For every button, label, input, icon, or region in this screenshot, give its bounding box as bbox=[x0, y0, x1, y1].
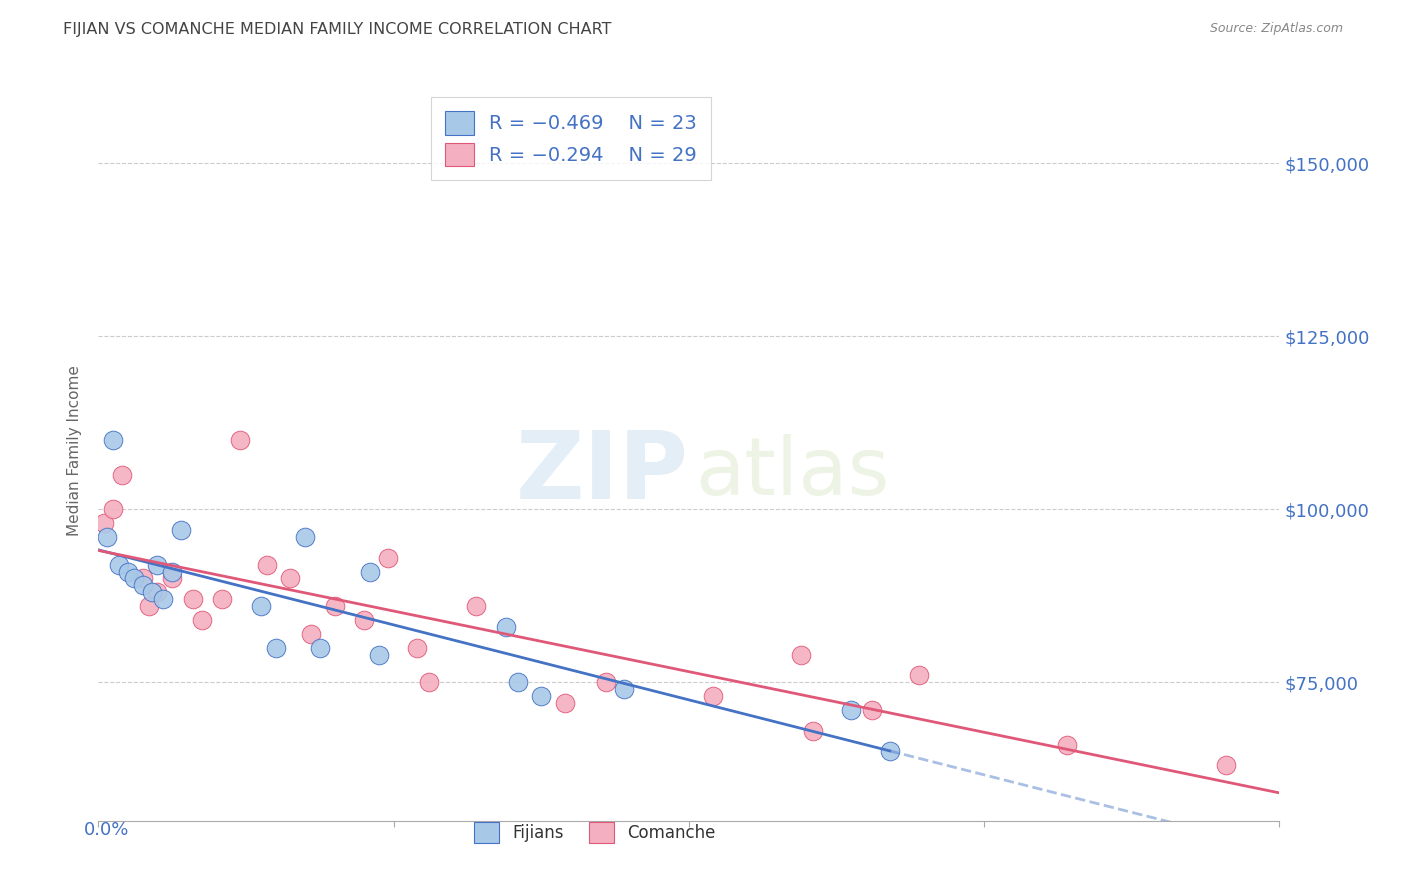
Point bbox=[108, 558, 131, 572]
Point bbox=[132, 578, 155, 592]
Point bbox=[170, 523, 193, 537]
Point bbox=[465, 599, 488, 614]
Point bbox=[860, 703, 883, 717]
Point bbox=[256, 558, 278, 572]
Point bbox=[1056, 738, 1078, 752]
Point bbox=[801, 723, 824, 738]
Text: atlas: atlas bbox=[695, 434, 889, 512]
Point bbox=[790, 648, 813, 662]
Point bbox=[702, 689, 724, 703]
Point bbox=[117, 565, 139, 579]
Point bbox=[250, 599, 273, 614]
Text: 0.0%: 0.0% bbox=[84, 821, 129, 838]
Point bbox=[294, 530, 316, 544]
Point bbox=[132, 572, 155, 586]
Point bbox=[506, 675, 529, 690]
Point bbox=[309, 640, 332, 655]
Point bbox=[406, 640, 429, 655]
Point bbox=[530, 689, 553, 703]
Point bbox=[908, 668, 931, 682]
Point bbox=[103, 433, 125, 447]
Point bbox=[93, 516, 115, 530]
Point bbox=[146, 585, 169, 599]
Point bbox=[138, 599, 160, 614]
Point bbox=[181, 592, 204, 607]
Point bbox=[162, 565, 183, 579]
Point bbox=[211, 592, 233, 607]
Point bbox=[595, 675, 617, 690]
Point bbox=[141, 585, 163, 599]
Point bbox=[613, 682, 636, 697]
Text: FIJIAN VS COMANCHE MEDIAN FAMILY INCOME CORRELATION CHART: FIJIAN VS COMANCHE MEDIAN FAMILY INCOME … bbox=[63, 22, 612, 37]
Point bbox=[879, 744, 901, 758]
Point bbox=[353, 613, 375, 627]
Point bbox=[264, 640, 287, 655]
Point bbox=[368, 648, 391, 662]
Point bbox=[191, 613, 214, 627]
Legend: Fijians, Comanche: Fijians, Comanche bbox=[467, 815, 721, 849]
Point bbox=[162, 572, 183, 586]
Point bbox=[111, 467, 134, 482]
Point bbox=[96, 530, 118, 544]
Point bbox=[495, 620, 517, 634]
Point bbox=[122, 572, 145, 586]
Point bbox=[280, 572, 302, 586]
Point bbox=[377, 550, 399, 565]
Point bbox=[1215, 758, 1237, 772]
Point bbox=[152, 592, 174, 607]
Point bbox=[554, 696, 576, 710]
Point bbox=[146, 558, 169, 572]
Point bbox=[323, 599, 346, 614]
Text: Source: ZipAtlas.com: Source: ZipAtlas.com bbox=[1209, 22, 1343, 36]
Text: ZIP: ZIP bbox=[516, 426, 689, 518]
Y-axis label: Median Family Income: Median Family Income bbox=[67, 365, 83, 536]
Point bbox=[103, 502, 125, 516]
Point bbox=[229, 433, 252, 447]
Point bbox=[299, 627, 322, 641]
Point bbox=[359, 565, 381, 579]
Point bbox=[841, 703, 863, 717]
Point bbox=[418, 675, 440, 690]
